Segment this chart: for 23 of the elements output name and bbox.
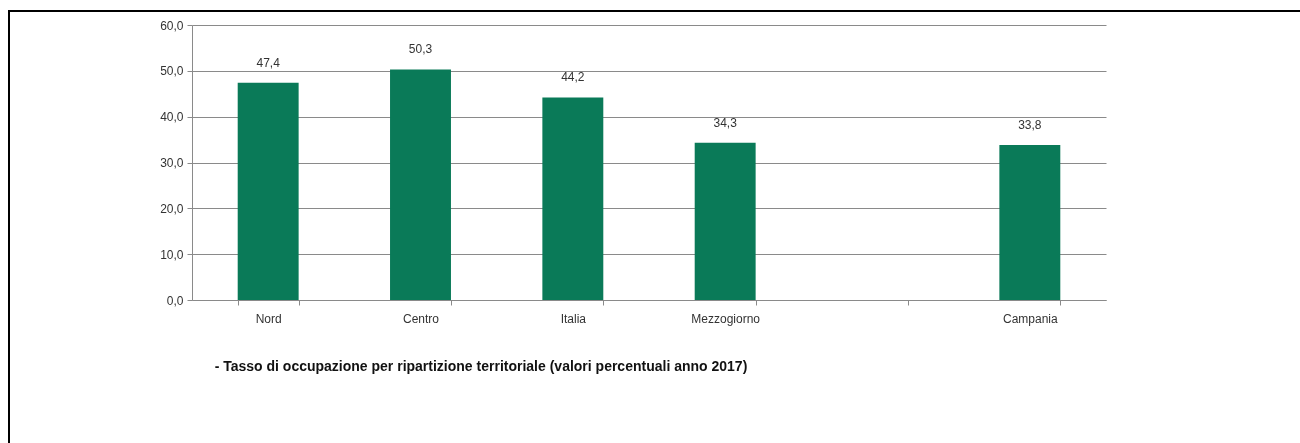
y-tick-label: 10,0 (160, 247, 184, 262)
x-tick-label: Italia (560, 311, 587, 326)
y-tick-label: 30,0 (160, 156, 184, 170)
y-tick-label: 40,0 (160, 110, 184, 125)
bar (542, 97, 604, 300)
bar (694, 142, 756, 300)
data-label: 34,3 (713, 115, 738, 130)
data-label: 33,8 (1018, 118, 1042, 133)
x-tick-label: Nord (255, 311, 282, 326)
x-tick-label: Centro (402, 311, 440, 326)
x-tick-label: Campania (1002, 311, 1059, 326)
bar (237, 82, 299, 300)
bar (999, 145, 1061, 300)
y-tick-label: 20,0 (160, 201, 184, 216)
data-label: 47,4 (256, 55, 281, 70)
y-tick-label: 0,0 (166, 293, 184, 308)
x-tick-label: Mezzogiorno (691, 311, 761, 326)
data-label: 50,3 (408, 42, 433, 57)
bar (390, 69, 451, 300)
data-label: 44,2 (561, 70, 585, 85)
y-tick-label: 60,0 (160, 18, 184, 33)
text: - Tasso di occupazione per ripartizione territoriale (valori percentuali anno 2017) (214, 358, 748, 374)
y-tick-label: 50,0 (160, 64, 184, 79)
